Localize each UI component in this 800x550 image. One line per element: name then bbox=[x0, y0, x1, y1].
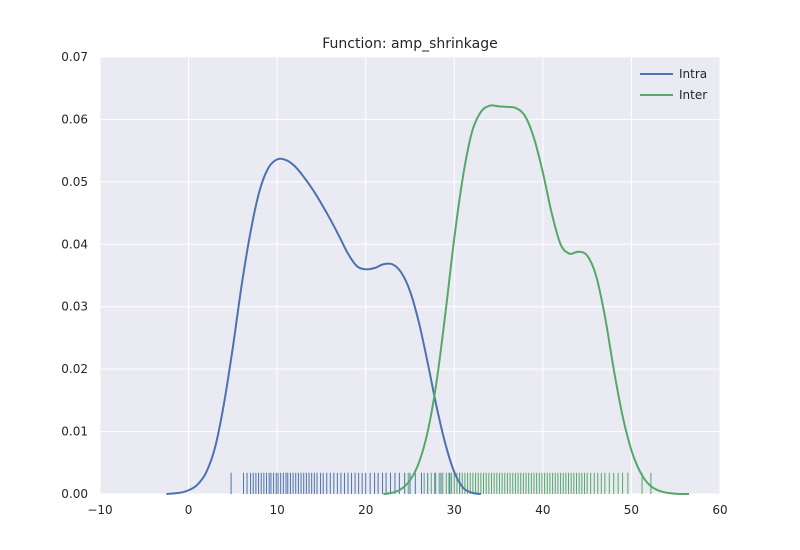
y-tick-label: 0.07 bbox=[61, 50, 88, 64]
x-tick-label: 10 bbox=[270, 503, 285, 517]
series-line-inter bbox=[383, 104, 690, 495]
series-line-intra bbox=[166, 157, 482, 495]
grid-lines bbox=[99, 56, 721, 495]
legend: Intra Inter bbox=[640, 67, 707, 102]
x-tick-label: 20 bbox=[358, 503, 373, 517]
y-tick-label: 0.06 bbox=[61, 112, 88, 126]
axis-ticks: −10 0 10 20 30 40 50 60 0.00 0.01 0.02 0.03 0.04 0.05… bbox=[61, 50, 727, 517]
plot-background bbox=[100, 57, 720, 494]
x-tick-label: 40 bbox=[535, 503, 550, 517]
x-tick-label: 50 bbox=[624, 503, 639, 517]
y-tick-label: 0.05 bbox=[61, 175, 88, 189]
y-tick-label: 0.01 bbox=[61, 425, 88, 439]
y-tick-label: 0.03 bbox=[61, 300, 88, 314]
x-tick-label: 0 bbox=[185, 503, 193, 517]
x-tick-label: 30 bbox=[447, 503, 462, 517]
y-tick-label: 0.04 bbox=[61, 237, 88, 251]
series-lines bbox=[166, 104, 690, 495]
x-tick-label: 60 bbox=[712, 503, 727, 517]
y-tick-label: 0.02 bbox=[61, 362, 88, 376]
x-tick-label: −10 bbox=[87, 503, 112, 517]
chart-title: Function: amp_shrinkage bbox=[322, 36, 497, 52]
y-tick-label: 0.00 bbox=[61, 487, 88, 501]
legend-label-inter: Inter bbox=[679, 88, 707, 102]
legend-label-intra: Intra bbox=[679, 67, 707, 81]
rug-marks bbox=[230, 472, 652, 494]
